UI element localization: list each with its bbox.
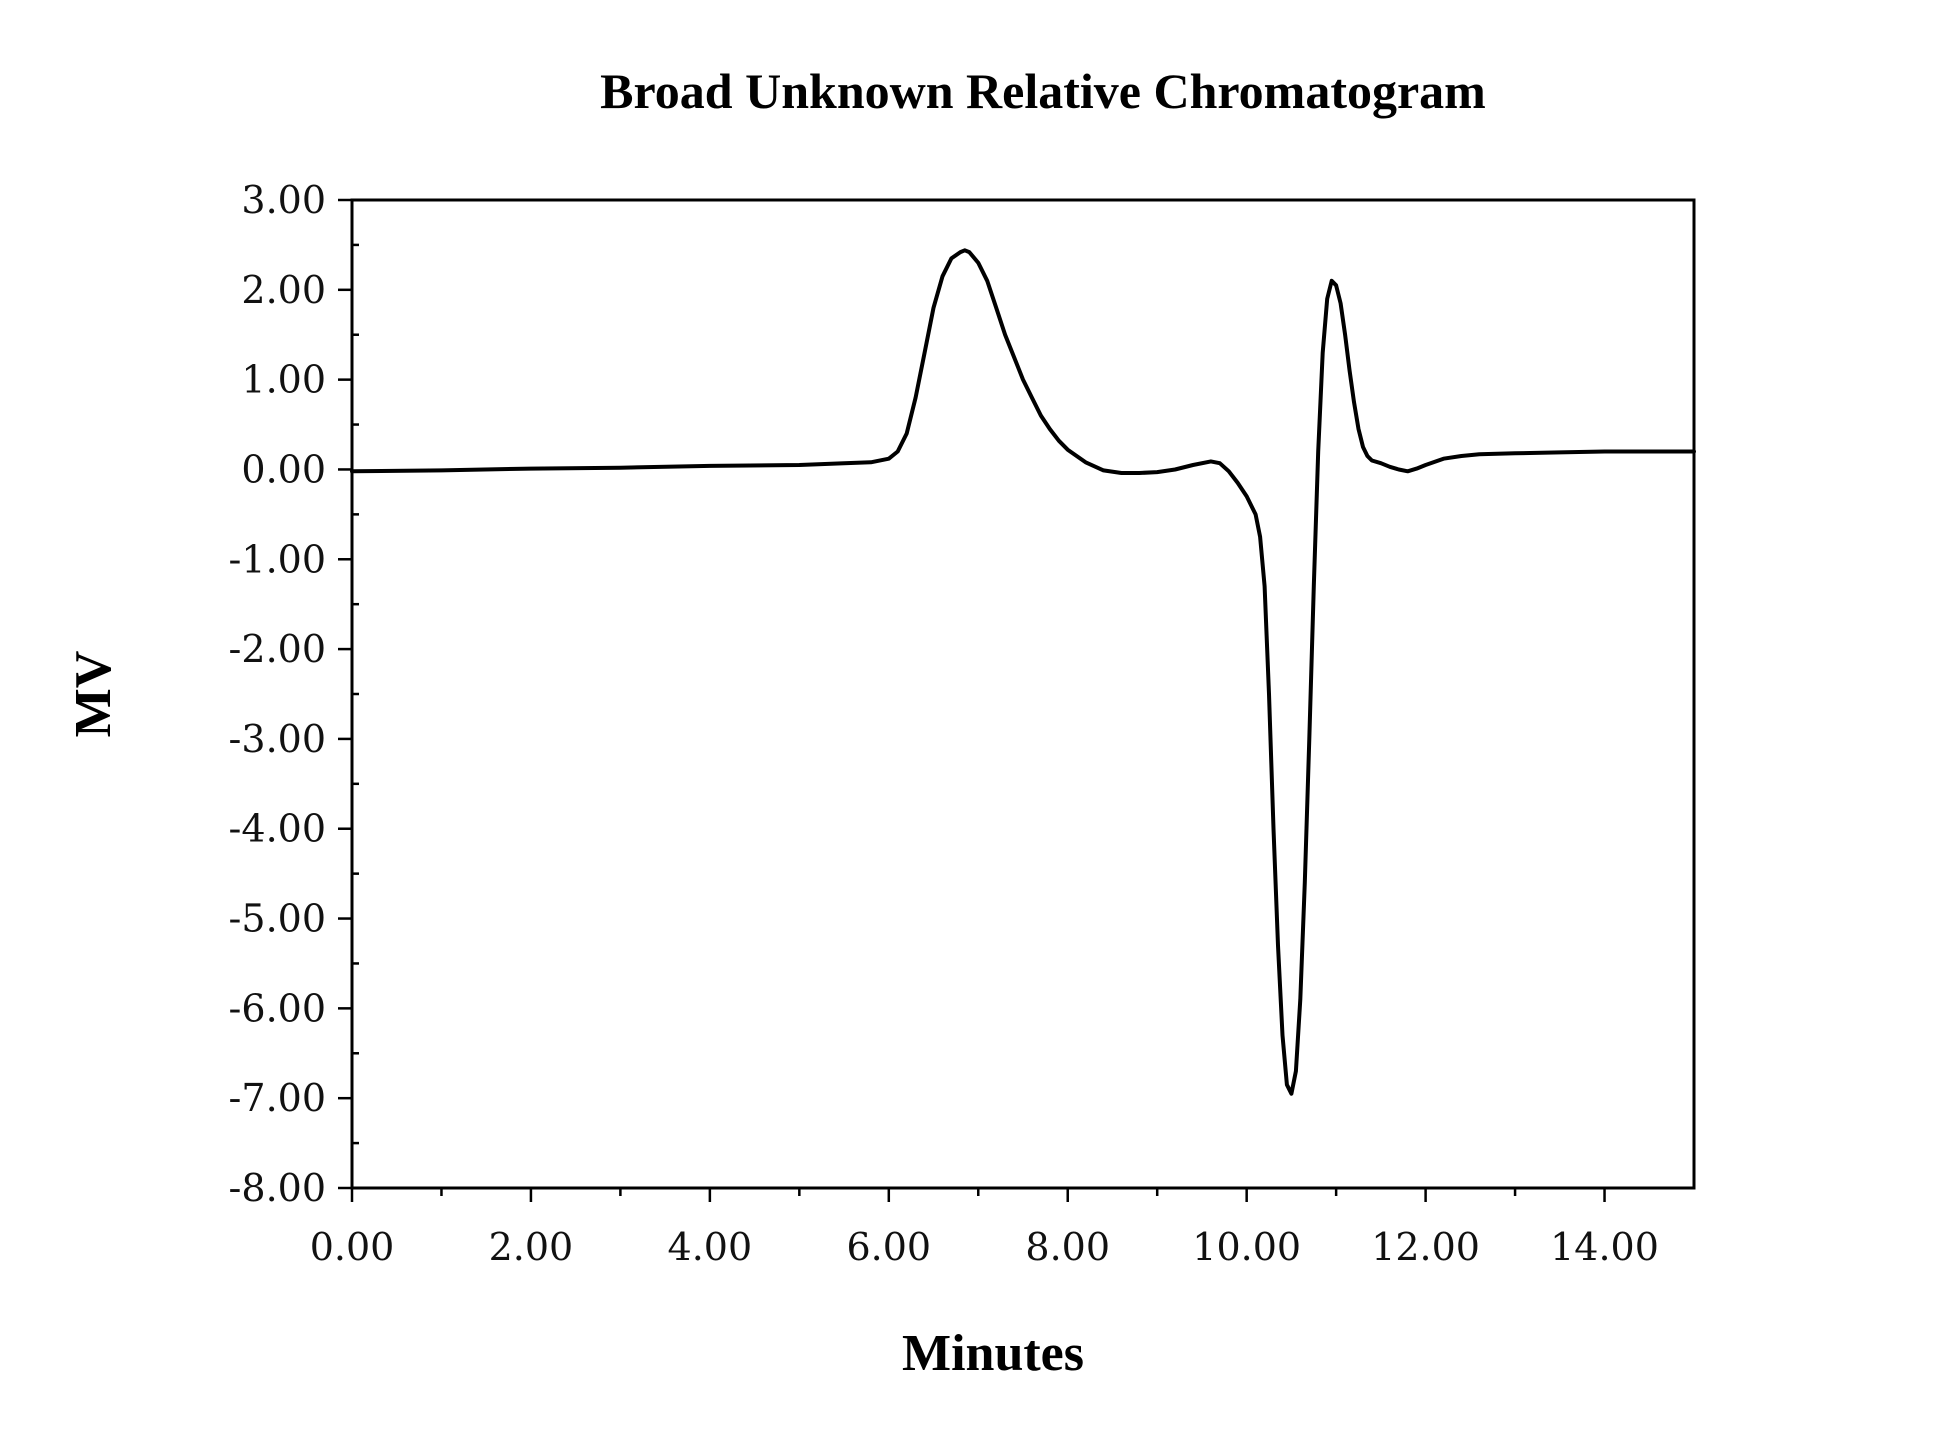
y-tick-label: 0.00 xyxy=(241,447,326,491)
y-tick-label: -3.00 xyxy=(229,717,326,761)
plot-area: 0.00 2.00 4.00 6.00 8.00 10.00 12.00 14.00 3.00… xyxy=(229,178,1696,1269)
plot-frame xyxy=(350,198,1696,1190)
x-tick-label: 14.00 xyxy=(1550,1225,1659,1269)
chromatogram-series-line xyxy=(350,248,1696,1096)
chart-title: Broad Unknown Relative Chromatogram xyxy=(600,63,1486,119)
x-axis-title: Minutes xyxy=(902,1325,1084,1382)
y-tick-label: 2.00 xyxy=(241,268,326,312)
y-tick-label: -6.00 xyxy=(229,986,326,1030)
y-tick-label: -1.00 xyxy=(229,537,326,581)
x-tick-label: 4.00 xyxy=(668,1225,753,1269)
y-tick-label: -5.00 xyxy=(229,897,326,941)
x-tick-label: 6.00 xyxy=(846,1225,931,1269)
y-tick-label: -8.00 xyxy=(229,1166,326,1210)
y-tick-label: 1.00 xyxy=(241,358,326,402)
y-tick-label: -7.00 xyxy=(229,1076,326,1120)
x-tick-label: 8.00 xyxy=(1025,1225,1110,1269)
series-layer xyxy=(350,248,1696,1096)
y-axis: 3.00 2.00 1.00 0.00 -1.00 -2.00 -3.00 -4.00 -5.0… xyxy=(229,178,359,1210)
y-tick-label: -2.00 xyxy=(229,627,326,671)
x-tick-label: 10.00 xyxy=(1192,1225,1301,1269)
x-tick-label: 12.00 xyxy=(1371,1225,1480,1269)
y-tick-label: -4.00 xyxy=(229,807,326,851)
y-axis-title: MV xyxy=(65,651,122,738)
y-tick-label: 3.00 xyxy=(241,178,326,222)
x-tick-label: 0.00 xyxy=(310,1225,395,1269)
x-axis: 0.00 2.00 4.00 6.00 8.00 10.00 12.00 14.00 xyxy=(310,1188,1659,1269)
x-tick-label: 2.00 xyxy=(489,1225,574,1269)
